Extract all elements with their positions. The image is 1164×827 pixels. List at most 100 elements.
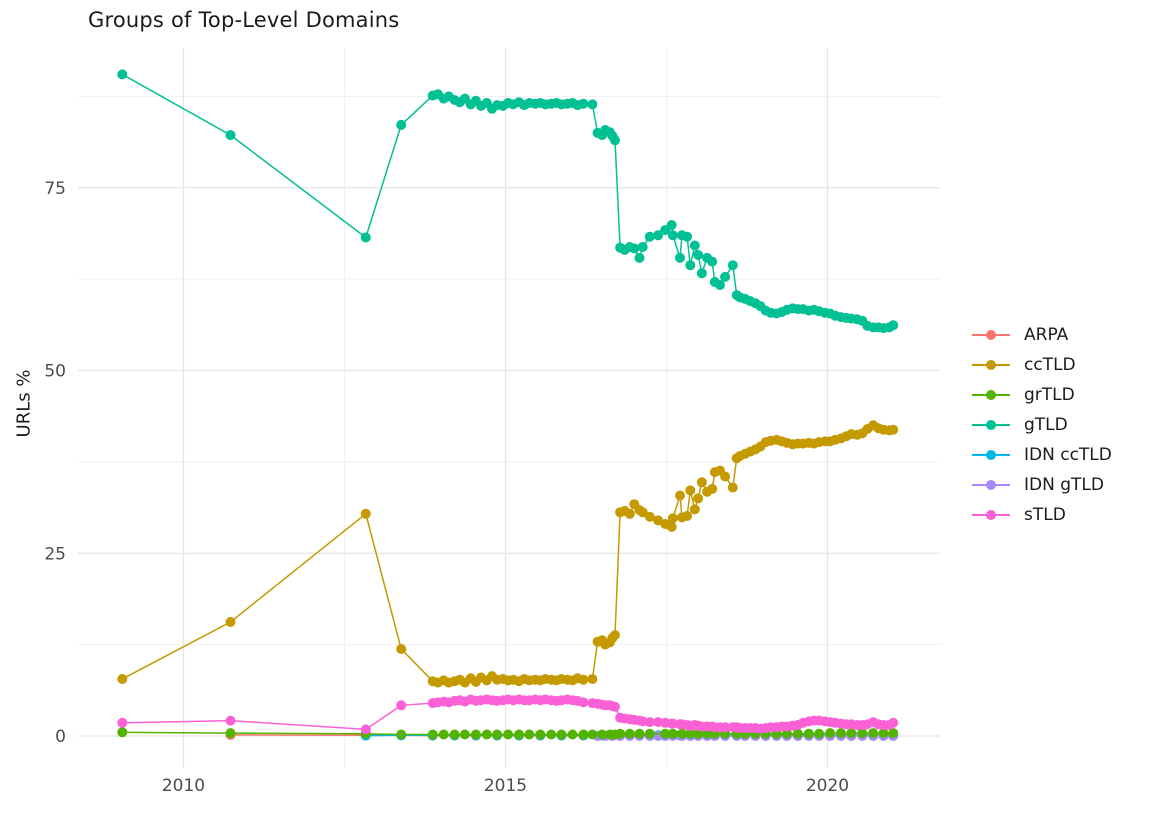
data-point-grtld (702, 728, 713, 739)
data-point-stld (610, 701, 620, 712)
x-tick-label: 2010 (162, 776, 205, 796)
series-stld (117, 694, 899, 735)
data-point-cctld (675, 490, 685, 501)
data-point-cctld (610, 630, 620, 641)
data-point-cctld (396, 644, 407, 654)
data-point-stld (720, 722, 731, 733)
data-point-grtld (836, 728, 846, 739)
y-axis-title: URLs % (13, 369, 35, 438)
data-point-grtld (597, 729, 608, 740)
data-point-gtld (587, 99, 598, 110)
data-point-stld (225, 715, 236, 726)
chart-title: Groups of Top-Level Domains (88, 8, 400, 32)
data-point-grtld (677, 728, 687, 739)
data-point-grtld (868, 728, 879, 739)
y-tick-label: 0 (55, 727, 66, 747)
legend-dot-icon (986, 420, 996, 430)
data-point-grtld (535, 729, 546, 740)
data-point-grtld (524, 729, 535, 740)
data-point-grtld (857, 728, 868, 739)
data-point-gtld (685, 260, 696, 271)
legend-label: IDN gTLD (1024, 475, 1104, 495)
data-point-gtld (644, 231, 655, 242)
data-point-gtld (634, 252, 645, 263)
x-tick-label: 2020 (806, 776, 849, 796)
x-tick-label: 2015 (484, 776, 527, 796)
series-cctld (117, 420, 899, 688)
data-point-grtld (556, 729, 567, 740)
legend-item-cctld: ccTLD (972, 350, 1112, 380)
data-point-cctld (689, 504, 700, 515)
data-point-grtld (492, 729, 503, 740)
data-point-grtld (685, 728, 696, 739)
data-point-grtld (514, 729, 524, 740)
data-point-gtld (578, 98, 589, 109)
legend-dot-icon (986, 510, 996, 520)
legend-label: IDN ccTLD (1024, 445, 1112, 465)
legend-swatch-grtld (972, 389, 1010, 401)
legend-item-idn-gtld: IDN gTLD (972, 470, 1112, 500)
data-point-cctld (667, 513, 678, 524)
data-point-gtld (675, 252, 685, 263)
data-point-gtld (629, 243, 640, 254)
data-point-cctld (707, 483, 718, 494)
legend-swatch-idn-cctld (972, 449, 1010, 461)
data-point-gtld (666, 220, 677, 230)
data-point-gtld (637, 242, 648, 252)
y-tick-label: 25 (44, 544, 66, 564)
data-point-cctld (578, 674, 589, 685)
data-point-gtld (682, 231, 693, 242)
legend-label: ccTLD (1024, 355, 1076, 375)
data-point-grtld (117, 727, 128, 738)
legend-dot-icon (986, 330, 996, 340)
data-point-gtld (693, 250, 704, 260)
legend-swatch-stld (972, 509, 1010, 521)
legend-item-grtld: grTLD (972, 380, 1112, 410)
data-point-grtld (225, 728, 236, 739)
legend-dot-icon (986, 390, 996, 400)
data-point-stld (644, 717, 655, 728)
data-point-grtld (449, 729, 460, 740)
data-point-grtld (624, 728, 635, 739)
data-point-gtld (225, 130, 236, 141)
legend-label: sTLD (1024, 505, 1066, 525)
data-point-grtld (459, 729, 470, 740)
legend-swatch-arpa (972, 329, 1010, 341)
legend-item-idn-cctld: IDN ccTLD (972, 440, 1112, 470)
data-point-grtld (470, 729, 481, 740)
data-point-grtld (846, 728, 857, 739)
data-point-grtld (825, 728, 836, 739)
data-point-cctld (685, 485, 696, 496)
data-point-cctld (117, 674, 128, 684)
legend-dot-icon (986, 450, 996, 460)
data-point-grtld (667, 728, 678, 739)
data-point-stld (396, 700, 407, 711)
data-point-gtld (653, 230, 664, 241)
data-point-gtld (715, 280, 725, 290)
data-point-grtld (878, 728, 889, 739)
data-point-gtld (117, 69, 128, 80)
data-point-stld (888, 717, 899, 728)
data-point-grtld (660, 728, 671, 739)
data-point-cctld (720, 471, 731, 482)
data-point-gtld (707, 256, 718, 267)
data-point-grtld (781, 728, 792, 739)
data-point-cctld (624, 508, 635, 519)
legend-dot-icon (986, 360, 996, 370)
data-point-cctld (696, 477, 707, 488)
y-tick-label: 50 (44, 362, 66, 382)
legend-swatch-gtld (972, 419, 1010, 431)
legend-label: grTLD (1024, 385, 1075, 405)
data-point-grtld (481, 729, 492, 740)
data-point-cctld (360, 508, 371, 519)
data-point-stld (578, 697, 589, 708)
data-point-grtld (792, 728, 803, 739)
data-point-gtld (689, 240, 700, 251)
legend-swatch-idn-gtld (972, 479, 1010, 491)
data-point-cctld (587, 674, 598, 684)
data-point-grtld (615, 728, 626, 739)
data-point-grtld (396, 729, 407, 740)
